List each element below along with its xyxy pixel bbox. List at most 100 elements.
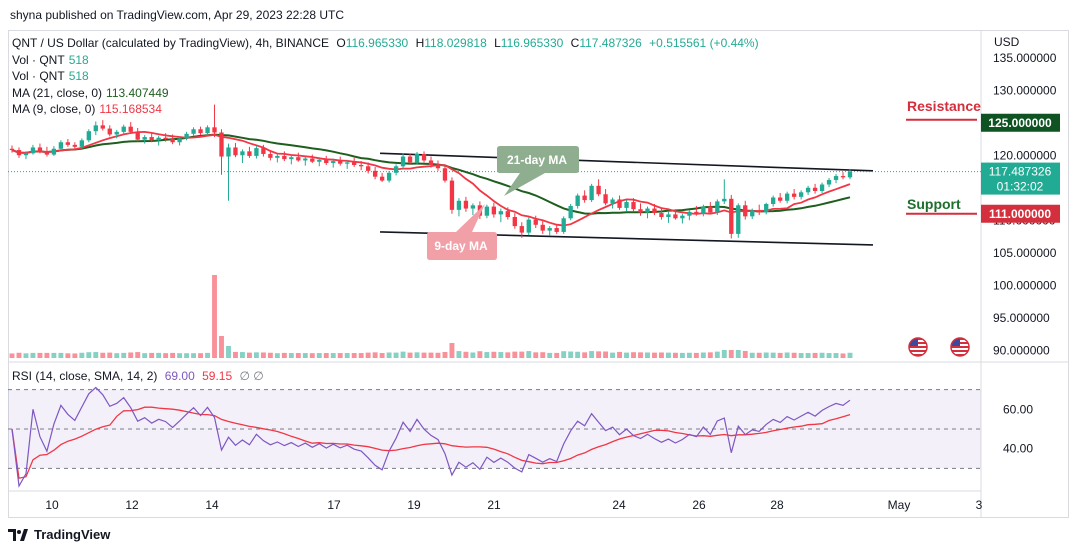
candle: [596, 179, 601, 197]
candle-body: [456, 200, 462, 210]
candle-body: [247, 151, 252, 156]
candle: [833, 174, 839, 184]
candle-body: [798, 192, 804, 197]
us-flag-icon[interactable]: [950, 337, 970, 357]
candle: [826, 178, 832, 188]
legend-ma21-row[interactable]: MA (21, close, 0) 113.407449: [12, 85, 759, 102]
candle: [219, 129, 224, 175]
candle-body: [764, 204, 769, 213]
price-tick-label: 100.000000: [993, 278, 1057, 292]
candle: [554, 224, 559, 234]
volume-bar: [498, 352, 504, 358]
volume-bar: [505, 352, 511, 358]
time-tick-label: 12: [125, 498, 139, 512]
rsi-legend[interactable]: RSI (14, close, SMA, 14, 2) 69.00 59.15 …: [12, 369, 264, 383]
candle: [603, 189, 608, 206]
volume-bar: [344, 353, 350, 358]
candle-body: [805, 187, 811, 193]
legend-vol2-row[interactable]: Vol · QNT 518: [12, 68, 759, 85]
candle: [289, 155, 294, 165]
candle-body: [722, 198, 727, 202]
candle: [687, 209, 692, 221]
volume-bar: [589, 351, 595, 358]
ma9-callout-text: 9-day MA: [434, 239, 488, 253]
flag-stripe: [909, 354, 927, 356]
candle-body: [701, 206, 706, 214]
volume-bar: [302, 353, 308, 358]
volume-bar: [777, 352, 783, 358]
candle: [798, 190, 804, 200]
footer-brand[interactable]: TradingView: [8, 527, 110, 542]
candle-body: [121, 126, 126, 132]
volume-bar: [365, 352, 371, 358]
volume-bar: [833, 353, 839, 358]
candle-body: [107, 128, 112, 135]
candle-body: [240, 151, 245, 156]
candle: [331, 158, 336, 168]
rsi-sma-line: [11, 406, 851, 479]
current-price-badge-text: 117.487326: [989, 165, 1052, 179]
us-flag-icon[interactable]: [908, 337, 928, 357]
candle-body: [659, 213, 664, 217]
candle: [498, 208, 503, 223]
candle: [840, 172, 846, 180]
volume-bar: [205, 352, 210, 358]
candle: [421, 151, 427, 163]
candle: [23, 151, 29, 160]
top-bar: shyna published on TradingView.com, Apr …: [0, 0, 1073, 30]
volume-bar: [72, 353, 78, 358]
candle: [645, 206, 650, 219]
candle: [624, 200, 629, 212]
resistance-badge: [981, 113, 1060, 132]
candle-body: [365, 166, 371, 171]
candle: [379, 172, 385, 182]
resistance-badge-text: 125.000000: [988, 116, 1052, 130]
volume-bar: [435, 352, 441, 358]
legend-vol2-label: Vol · QNT: [12, 69, 65, 83]
candle-body: [505, 211, 510, 217]
candle-body: [386, 172, 392, 181]
candle-body: [58, 142, 64, 149]
candle: [652, 204, 657, 216]
volume-bar: [784, 352, 790, 358]
candle: [680, 213, 685, 224]
candle-body: [826, 179, 832, 185]
candle: [771, 195, 776, 207]
volume-bar: [400, 351, 406, 358]
volume-bar: [428, 352, 434, 358]
candle: [729, 194, 734, 239]
volume-bar: [281, 352, 287, 358]
candle: [561, 216, 566, 234]
currency-label[interactable]: USD: [994, 35, 1020, 49]
candle: [93, 121, 98, 136]
candle-body: [219, 132, 224, 157]
volume-bar: [707, 352, 713, 358]
volume-bar: [582, 352, 588, 358]
volume-bar: [665, 352, 671, 358]
candle: [16, 147, 22, 158]
candle: [184, 131, 189, 141]
price-tick-label: 95.000000: [993, 311, 1050, 325]
candle-body: [393, 166, 399, 173]
candle-body: [512, 217, 517, 227]
chart-frame[interactable]: [8, 30, 1069, 518]
legend-ma9-row[interactable]: MA (9, close, 0) 115.168534: [12, 101, 759, 118]
rsi-tick-label: 40.00: [1003, 442, 1033, 456]
candle: [819, 182, 825, 193]
candle: [512, 213, 517, 229]
candle-body: [708, 206, 713, 213]
candle-body: [128, 126, 133, 132]
legend-vol1-row[interactable]: Vol · QNT 518: [12, 52, 759, 69]
candle-body: [491, 206, 497, 215]
volume-bar: [652, 352, 657, 358]
candle-body: [687, 211, 692, 216]
candle: [526, 217, 531, 236]
candle-body: [624, 202, 629, 208]
volume-bar: [295, 353, 301, 358]
candle: [764, 202, 769, 215]
volume-bar: [372, 352, 378, 358]
flag-canton: [909, 338, 918, 346]
candle-body: [16, 150, 22, 156]
volume-bar: [728, 350, 734, 358]
